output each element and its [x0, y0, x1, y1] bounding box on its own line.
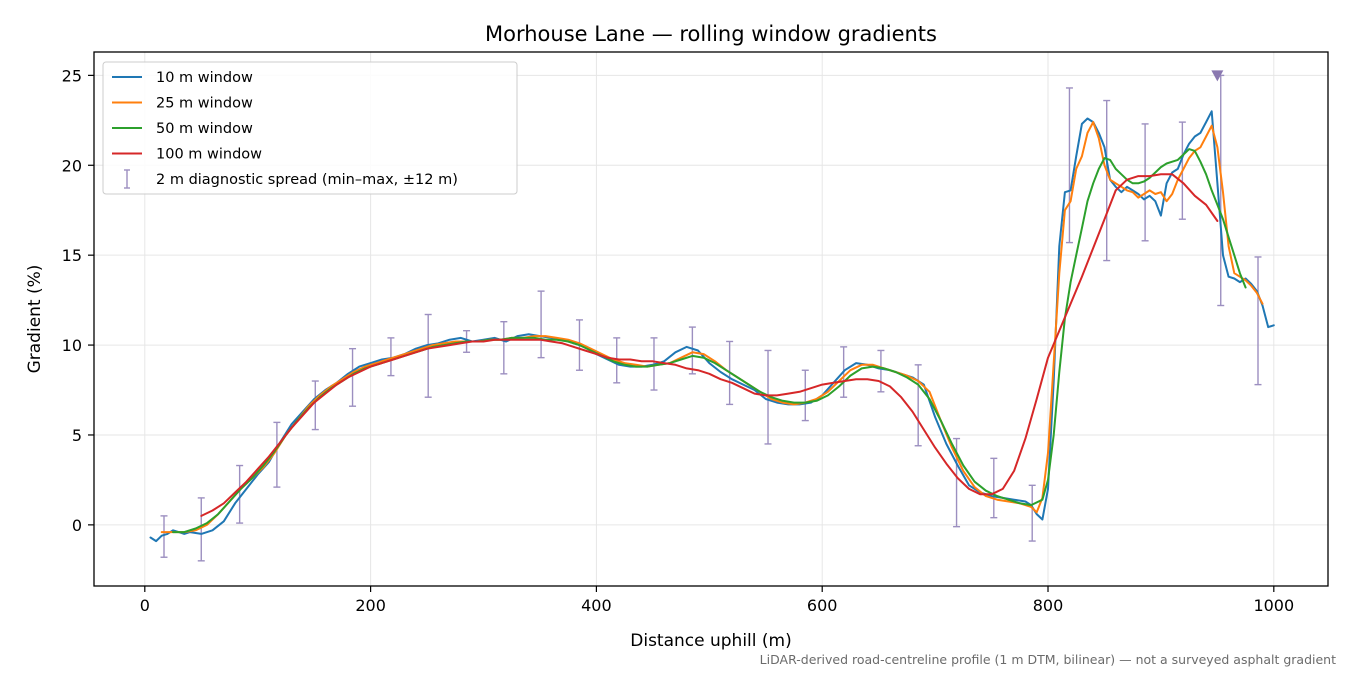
error-bar: [688, 326, 696, 375]
legend-label: 2 m diagnostic spread (min–max, ±12 m): [156, 172, 458, 188]
y-tick-label: 15: [62, 246, 82, 265]
x-tick-label: 0: [140, 596, 150, 615]
series-line-2: [160, 121, 1264, 534]
error-bar: [236, 464, 244, 524]
y-tick-label: 5: [72, 426, 82, 445]
error-bar: [1141, 123, 1149, 242]
legend: 10 m window 25 m window 50 m window 100 m w…: [102, 61, 518, 195]
error-bar: [349, 347, 357, 407]
error-bar: [500, 320, 508, 375]
y-axis-label: Gradient (%): [25, 265, 45, 374]
y-axis-ticks: 0 5 10 15 20 25: [62, 66, 94, 535]
error-bar: [914, 364, 922, 447]
x-axis-ticks: 0 200 400 600 800 1000: [140, 586, 1294, 615]
legend-box: [102, 61, 518, 195]
error-bar: [424, 313, 432, 398]
legend-swatch-errorbar: [124, 169, 130, 189]
y-tick-label: 0: [72, 516, 82, 535]
error-bars: [160, 74, 1262, 562]
x-tick-label: 800: [1033, 596, 1064, 615]
series-lines: [149, 110, 1275, 543]
error-bar: [990, 457, 998, 519]
legend-label: 10 m window: [156, 70, 253, 86]
x-tick-label: 1000: [1253, 596, 1294, 615]
y-tick-label: 10: [62, 336, 82, 355]
error-bar: [1103, 99, 1111, 262]
markers: [1211, 70, 1224, 82]
error-bar: [1065, 87, 1073, 244]
y-tick-label: 20: [62, 156, 82, 175]
error-bar: [801, 369, 809, 422]
x-tick-label: 600: [807, 596, 838, 615]
error-bar: [273, 421, 281, 488]
footnote: LiDAR-derived road-centreline profile (1…: [760, 652, 1336, 667]
series-line-4: [200, 173, 1219, 517]
peak-marker: [1211, 70, 1224, 82]
error-bar: [537, 290, 545, 359]
legend-label: 25 m window: [156, 96, 253, 112]
y-tick-label: 25: [62, 66, 82, 85]
x-axis-label: Distance uphill (m): [630, 631, 791, 651]
legend-label: 50 m window: [156, 121, 253, 137]
error-bar: [387, 337, 395, 377]
error-bar: [197, 497, 205, 562]
legend-label: 100 m window: [156, 147, 262, 163]
error-bar: [1254, 256, 1262, 386]
chart-title: Morhouse Lane — rolling window gradients: [485, 22, 937, 46]
error-bar: [311, 380, 319, 431]
x-tick-label: 200: [355, 596, 386, 615]
plot-frame: [93, 51, 1329, 587]
error-bar: [1028, 484, 1036, 542]
error-bar: [160, 515, 168, 558]
error-bar: [877, 349, 885, 393]
x-tick-label: 400: [581, 596, 612, 615]
series-line-3: [172, 148, 1247, 534]
